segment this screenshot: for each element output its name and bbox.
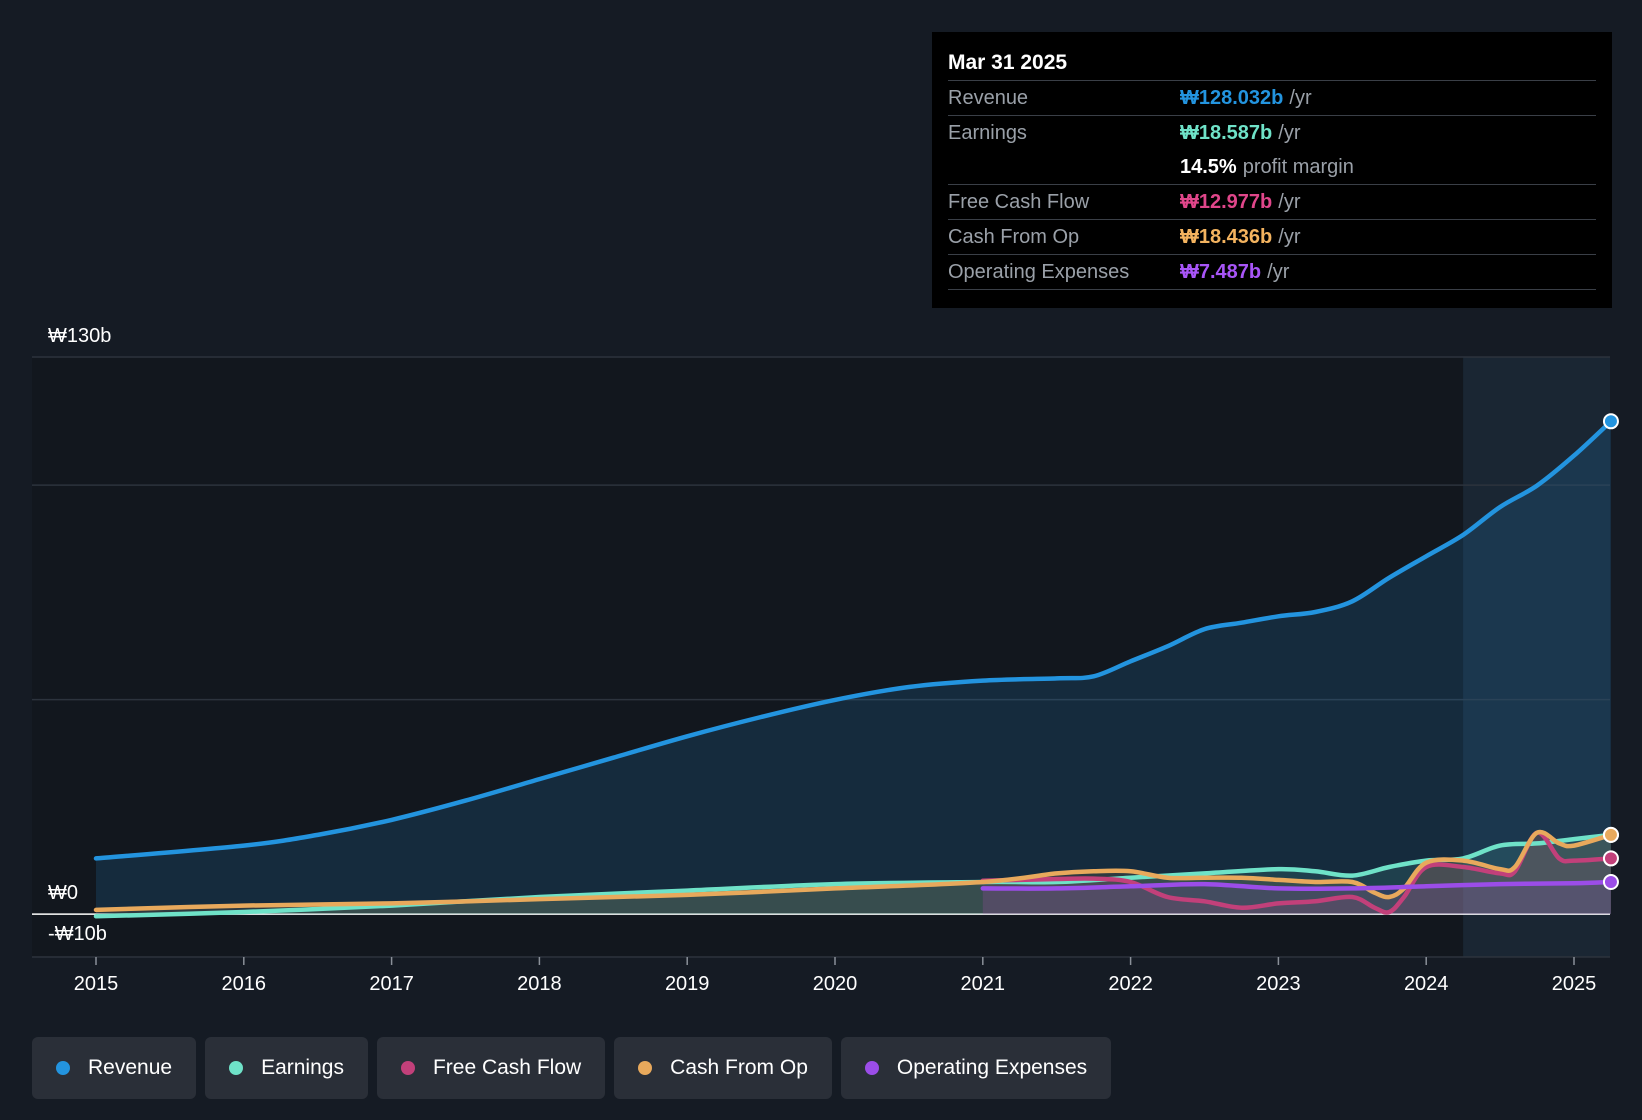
- legend-dot-icon: [400, 1061, 415, 1075]
- tooltip-row-label: Earnings: [948, 121, 1027, 144]
- x-tick-label: 2016: [222, 973, 267, 995]
- legend-item-earnings[interactable]: Earnings: [205, 1037, 368, 1099]
- y-axis-label: -₩10b: [48, 923, 107, 945]
- tooltip-row: 14.5% profit margin: [948, 150, 1596, 184]
- tooltip-row-value: ₩128.032b: [1180, 86, 1284, 109]
- x-tick-label: 2021: [961, 973, 1006, 995]
- x-tick-label: 2022: [1108, 973, 1153, 995]
- tooltip-row-label: Revenue: [948, 86, 1029, 109]
- y-axis-label: ₩130b: [48, 325, 111, 347]
- tooltip-row-unit: /yr: [1289, 86, 1312, 109]
- legend-label: Earnings: [261, 1056, 344, 1079]
- earnings-area: [96, 834, 1611, 917]
- tooltip-row-unit: /yr: [1267, 260, 1290, 283]
- y-axis-label: ₩0: [48, 882, 78, 904]
- free-cash-flow-area: [982, 832, 1611, 915]
- legend-item-free-cash-flow[interactable]: Free Cash Flow: [376, 1037, 606, 1099]
- tooltip-date: Mar 31 2025: [948, 51, 1068, 74]
- x-tick-label: 2023: [1256, 973, 1301, 995]
- revenue-endpoint: [1602, 413, 1619, 430]
- tooltip-row: Cash From Op ₩18.436b/yr: [948, 219, 1596, 254]
- tooltip-row-label: Free Cash Flow: [948, 190, 1090, 213]
- tooltip-row: Revenue ₩128.032b/yr: [948, 80, 1596, 115]
- past-region-background: [32, 357, 1464, 957]
- tooltip-row-label: Cash From Op: [948, 225, 1080, 248]
- x-tick-label: 2019: [665, 973, 710, 995]
- tooltip-row-unit: /yr: [1278, 190, 1301, 213]
- legend-dot-icon: [864, 1061, 879, 1075]
- legend-dot-icon: [638, 1061, 653, 1075]
- legend-dot-icon: [229, 1061, 244, 1075]
- legend-item-cash-from-op[interactable]: Cash From Op: [614, 1037, 832, 1099]
- forecast-region-background: [1463, 357, 1610, 957]
- cash-from-op-area: [96, 831, 1611, 915]
- cash-from-op-line: [93, 829, 1614, 913]
- x-tick-label: 2017: [369, 973, 414, 995]
- operating-expenses-area: [982, 882, 1611, 915]
- x-tick-label: 2020: [813, 973, 858, 995]
- tooltip-row-value: ₩7.487b: [1180, 260, 1262, 283]
- tooltip-row-unit: /yr: [1278, 225, 1301, 248]
- tooltip-row-value: ₩18.587b: [1180, 121, 1273, 144]
- legend-label: Revenue: [88, 1056, 173, 1079]
- x-tick-label: 2025: [1552, 973, 1597, 995]
- legend-item-revenue[interactable]: Revenue: [32, 1037, 197, 1099]
- free-cash-flow-endpoint: [1602, 850, 1619, 867]
- tooltip-row: Free Cash Flow ₩12.977b/yr: [948, 184, 1596, 219]
- legend-label: Free Cash Flow: [432, 1056, 582, 1079]
- tooltip-row-unit: /yr: [1278, 121, 1301, 144]
- tooltip-row-value: 14.5%: [1180, 155, 1237, 178]
- legend: Revenue Earnings Free Cash Flow Cash From O…: [32, 1037, 1120, 1099]
- operating-expenses-line: [980, 879, 1614, 892]
- cash-from-op-endpoint: [1602, 826, 1619, 843]
- operating-expenses-endpoint: [1602, 874, 1619, 890]
- legend-label: Cash From Op: [670, 1056, 808, 1079]
- tooltip-row-value: ₩18.436b: [1180, 225, 1273, 248]
- tooltip: Mar 31 2025 Revenue ₩128.032b/yr Earnings ₩…: [932, 32, 1612, 308]
- tooltip-row-unit: profit margin: [1242, 155, 1354, 178]
- tooltip-row: Earnings ₩18.587b/yr: [948, 115, 1596, 150]
- legend-item-operating-expenses[interactable]: Operating Expenses: [840, 1037, 1112, 1099]
- tooltip-row-value: ₩12.977b: [1180, 190, 1273, 213]
- x-tick-label: 2024: [1404, 973, 1449, 995]
- tooltip-row-label: Operating Expenses: [948, 260, 1130, 283]
- tooltip-row: Operating Expenses ₩7.487b/yr: [948, 254, 1596, 290]
- legend-label: Operating Expenses: [896, 1056, 1088, 1079]
- x-tick-label: 2018: [517, 973, 562, 995]
- revenue-line: [93, 419, 1614, 861]
- legend-dot-icon: [56, 1061, 70, 1075]
- x-tick-label: 2015: [74, 973, 119, 995]
- revenue-area: [96, 421, 1611, 915]
